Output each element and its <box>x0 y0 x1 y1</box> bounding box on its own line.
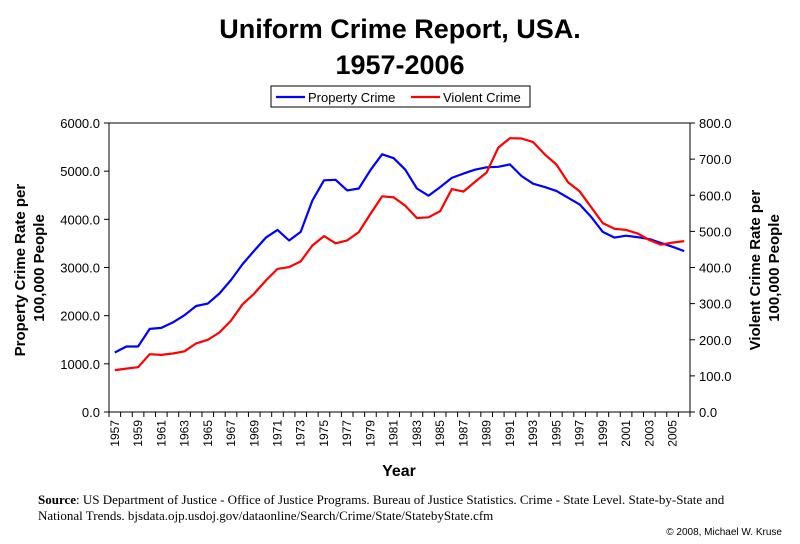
y-right-tick-label: 0.0 <box>699 405 717 420</box>
y-left-tick-label: 3000.0 <box>60 261 100 276</box>
x-tick-label: 1971 <box>270 420 284 447</box>
x-tick-label: 1957 <box>108 420 122 447</box>
y-left-tick-label: 4000.0 <box>60 212 100 227</box>
y-right-tick-label: 200.0 <box>699 333 732 348</box>
x-tick-label: 1961 <box>154 420 168 447</box>
y-left-tick-label: 6000.0 <box>60 116 100 131</box>
x-tick-label: 1969 <box>247 420 261 447</box>
x-tick-label: 1997 <box>573 420 587 447</box>
series-lines <box>114 137 685 372</box>
y-axis-right-title: Violent Crime Rate per 100,000 People <box>747 186 783 351</box>
series-line-property-crime <box>114 153 685 354</box>
x-axis-title: Year <box>382 463 416 480</box>
x-tick-label: 1959 <box>131 420 145 447</box>
x-tick-label: 1979 <box>363 420 377 447</box>
y-left-tick-label: 2000.0 <box>60 309 100 324</box>
legend-label-violent: Violent Crime <box>443 90 521 105</box>
x-tick-label: 1965 <box>201 420 215 447</box>
x-tick-label: 1983 <box>410 420 424 447</box>
x-tick-label: 2001 <box>619 420 633 447</box>
x-tick-label: 1999 <box>596 420 610 447</box>
x-tick-label: 1973 <box>294 420 308 447</box>
legend: Property Crime Violent Crime <box>270 85 531 108</box>
legend-box <box>270 85 531 108</box>
x-tick-label: 1977 <box>340 420 354 447</box>
y-axis-right-title-line1: Violent Crime Rate per <box>747 190 764 351</box>
chart-title: Uniform Crime Report, USA. <box>219 14 581 44</box>
x-tick-label: 1967 <box>224 420 238 447</box>
x-tick-label: 2003 <box>642 420 656 447</box>
series-line-violent-crime <box>114 137 685 372</box>
x-tick-label: 1989 <box>480 420 494 447</box>
source-text: : US Department of Justice - Office of J… <box>38 492 725 523</box>
x-tick-label: 1993 <box>526 420 540 447</box>
x-tick-label: 1985 <box>433 420 447 447</box>
y-right-tick-label: 700.0 <box>699 152 732 167</box>
x-tick-label: 1991 <box>503 420 517 447</box>
x-axis: 1957 1959 1961 1963 1965 1967 1969 1971 1973 1975… <box>108 412 691 447</box>
source-note: Source: US Department of Justice - Offic… <box>38 492 768 524</box>
y-axis-left-title: Property Crime Rate per 100,000 People <box>12 180 48 357</box>
chart-subtitle: 1957-2006 <box>335 50 465 80</box>
y-right-tick-label: 600.0 <box>699 188 732 203</box>
y-left-tick-label: 1000.0 <box>60 357 100 372</box>
copyright: © 2008, Michael W. Kruse <box>666 527 782 538</box>
y-axis-right: 0.0 100.0 200.0 300.0 400.0 500.0 600.0 700.0 80… <box>690 116 732 420</box>
x-tick-label: 1987 <box>456 420 470 447</box>
source-label: Source <box>38 492 77 507</box>
y-left-tick-label: 5000.0 <box>60 164 100 179</box>
y-right-tick-label: 800.0 <box>699 116 732 131</box>
x-tick-label: 2005 <box>666 420 680 447</box>
x-tick-label: 1963 <box>178 420 192 447</box>
y-axis-right-title-line2: 100,000 People <box>766 214 783 322</box>
x-tick-label: 1995 <box>549 420 563 447</box>
y-right-tick-label: 100.0 <box>699 369 732 384</box>
y-left-tick-label: 0.0 <box>82 405 100 420</box>
y-right-tick-label: 300.0 <box>699 297 732 312</box>
y-right-tick-label: 400.0 <box>699 261 732 276</box>
y-right-tick-label: 500.0 <box>699 224 732 239</box>
y-axis-left-title-line2: 100,000 People <box>31 214 48 322</box>
plot-area <box>108 122 691 413</box>
y-axis-left: 0.0 1000.0 2000.0 3000.0 4000.0 5000.0 6000.0 <box>60 116 109 420</box>
x-tick-label: 1981 <box>387 420 401 447</box>
x-tick-label: 1975 <box>317 420 331 447</box>
legend-label-property: Property Crime <box>308 90 395 105</box>
y-axis-left-title-line1: Property Crime Rate per <box>12 184 29 357</box>
